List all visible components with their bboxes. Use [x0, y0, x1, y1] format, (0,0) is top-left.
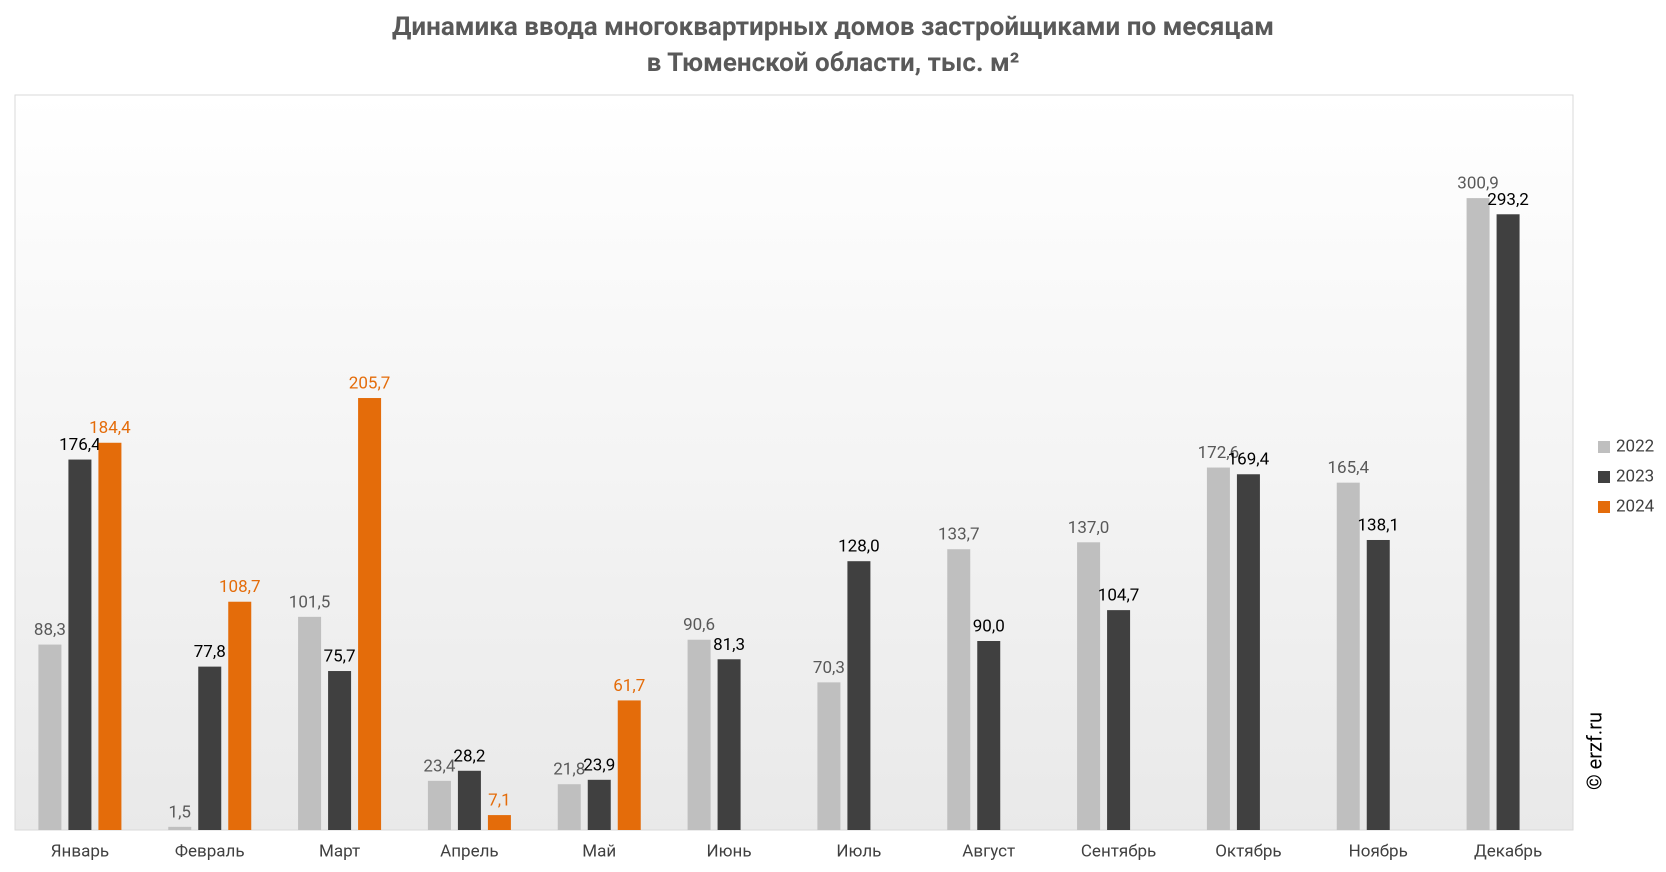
value-label: 75,7 [324, 647, 356, 667]
annotation: © erzf.ru [1582, 712, 1606, 790]
value-label: 28,2 [453, 746, 485, 766]
value-label: 7,1 [488, 791, 510, 811]
value-label: 300,9 [1457, 174, 1499, 194]
bar [1107, 610, 1131, 830]
value-label: 21,8 [553, 760, 585, 780]
value-label: 90,6 [683, 615, 715, 635]
bar [817, 682, 841, 830]
value-label: 70,3 [813, 658, 845, 678]
x-tick-label: Ноябрь [1349, 841, 1408, 861]
bar [427, 780, 451, 830]
value-label: 77,8 [194, 642, 226, 662]
value-label: 23,4 [423, 756, 455, 776]
value-label: 138,1 [1357, 515, 1399, 535]
x-tick-label: Июль [836, 841, 881, 861]
bar [1236, 474, 1260, 830]
x-tick-label: Февраль [175, 841, 245, 861]
bar [98, 442, 122, 830]
value-label: 61,7 [613, 676, 645, 696]
bar [1336, 482, 1360, 830]
value-label: 293,2 [1487, 190, 1529, 210]
bar [1206, 467, 1230, 830]
value-label: 104,7 [1098, 586, 1140, 606]
bar [38, 644, 62, 830]
bar [1366, 539, 1390, 830]
x-tick-label: Май [582, 841, 616, 861]
bar [228, 601, 252, 830]
bar [587, 779, 611, 830]
legend-label: 2023 [1616, 466, 1654, 486]
plot-area [14, 94, 1574, 831]
value-label: 133,7 [938, 525, 980, 545]
value-label: 172,6 [1198, 443, 1240, 463]
bar [1496, 214, 1520, 830]
bar [457, 770, 481, 830]
bar [847, 561, 871, 830]
value-label: 169,4 [1228, 450, 1270, 470]
x-tick-label: Апрель [440, 841, 499, 861]
legend-label: 2022 [1616, 436, 1654, 456]
value-label: 128,0 [838, 537, 880, 557]
x-tick-label: Октябрь [1215, 841, 1281, 861]
legend-swatch [1598, 441, 1610, 453]
x-tick-label: Сентябрь [1081, 841, 1156, 861]
value-label: 165,4 [1327, 458, 1369, 478]
legend-swatch [1598, 471, 1610, 483]
value-label: 184,4 [89, 418, 131, 438]
bar [198, 666, 222, 830]
bar [168, 826, 192, 830]
value-label: 23,9 [583, 755, 615, 775]
value-label: 1,5 [169, 802, 191, 822]
bar [487, 815, 511, 830]
bar [617, 700, 641, 830]
bar [717, 659, 741, 830]
value-label: 108,7 [219, 577, 261, 597]
bar [557, 784, 581, 830]
value-label: 137,0 [1068, 518, 1110, 538]
bar [68, 459, 92, 830]
x-tick-label: Январь [51, 841, 109, 861]
bar [687, 639, 711, 830]
bar [328, 671, 352, 830]
value-label: 205,7 [349, 374, 391, 394]
bar [977, 641, 1001, 830]
chart-title: Динамика ввода многоквартирных домов зас… [392, 12, 1274, 42]
value-label: 101,5 [289, 592, 331, 612]
bar [1466, 198, 1490, 831]
bar [1077, 542, 1101, 830]
x-tick-label: Август [962, 841, 1015, 861]
x-tick-label: Июнь [707, 841, 752, 861]
bar [947, 549, 971, 830]
x-tick-label: Декабрь [1474, 841, 1542, 861]
value-label: 90,0 [973, 616, 1005, 636]
legend-swatch [1598, 501, 1610, 513]
legend-label: 2024 [1616, 496, 1655, 516]
bar [298, 616, 322, 830]
value-label: 81,3 [713, 635, 745, 655]
chart-title: в Тюменской области, тыс. м² [647, 48, 1020, 78]
value-label: 176,4 [59, 435, 101, 455]
x-tick-label: Март [319, 841, 360, 861]
value-label: 88,3 [34, 620, 66, 640]
bar [358, 398, 382, 830]
